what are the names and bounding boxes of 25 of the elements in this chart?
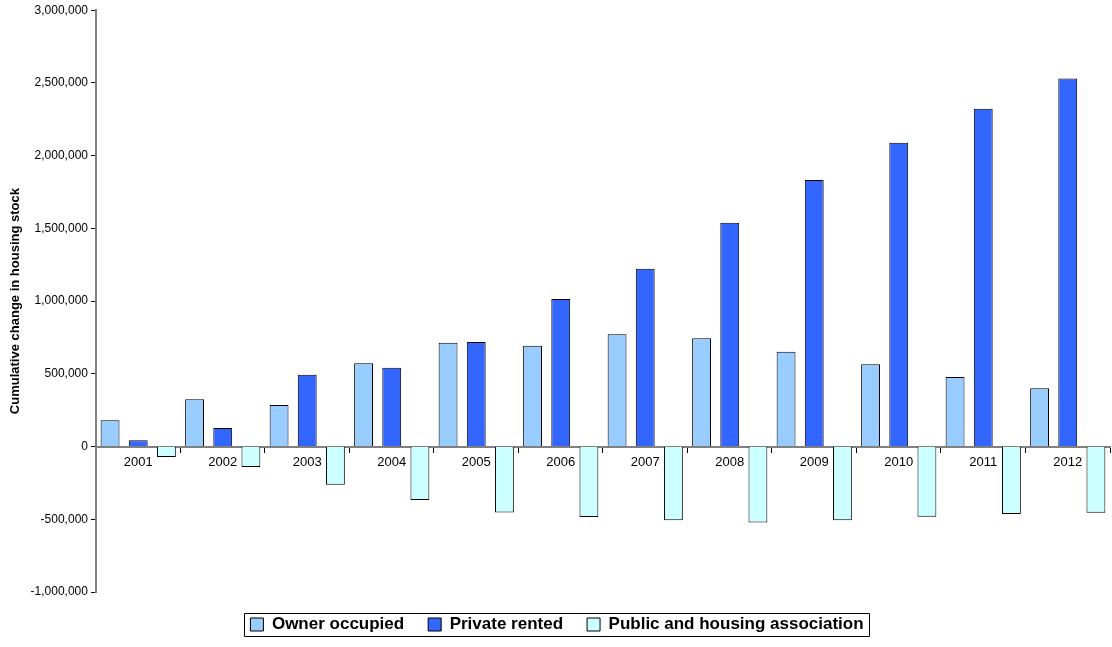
y-tick-label: 2,500,000	[34, 75, 89, 90]
y-tick-label: 1,500,000	[34, 220, 89, 235]
x-tick-label: 2011	[969, 453, 998, 469]
y-tick-label: -500,000	[40, 511, 89, 526]
y-tick-label: 1,000,000	[34, 293, 89, 308]
x-tick-label: 2009	[799, 453, 829, 469]
legend-label: Private rented	[449, 614, 564, 634]
x-tick-label: 2007	[630, 453, 660, 469]
y-tick-label: -1,000,000	[30, 584, 89, 599]
x-tick-label: 2012	[1053, 453, 1083, 469]
legend-label: Public and housing association	[608, 614, 864, 634]
y-tick-label: 500,000	[44, 366, 89, 381]
x-tick-label: 2004	[377, 453, 407, 469]
x-tick-label: 2006	[546, 453, 576, 469]
legend-label: Owner occupied	[271, 614, 405, 634]
y-tick-label: 3,000,000	[34, 2, 89, 17]
x-tick-label: 2003	[292, 453, 322, 469]
x-tick-label: 2001	[123, 453, 153, 469]
x-tick-label: 2002	[208, 453, 238, 469]
y-tick-label: 0	[81, 438, 89, 453]
x-tick-label: 2008	[715, 453, 745, 469]
y-axis-title: Cumulative change in housing stock	[7, 187, 23, 415]
x-tick-label: 2010	[884, 453, 914, 469]
x-tick-label: 2005	[461, 453, 491, 469]
y-tick-label: 2,000,000	[34, 147, 89, 162]
